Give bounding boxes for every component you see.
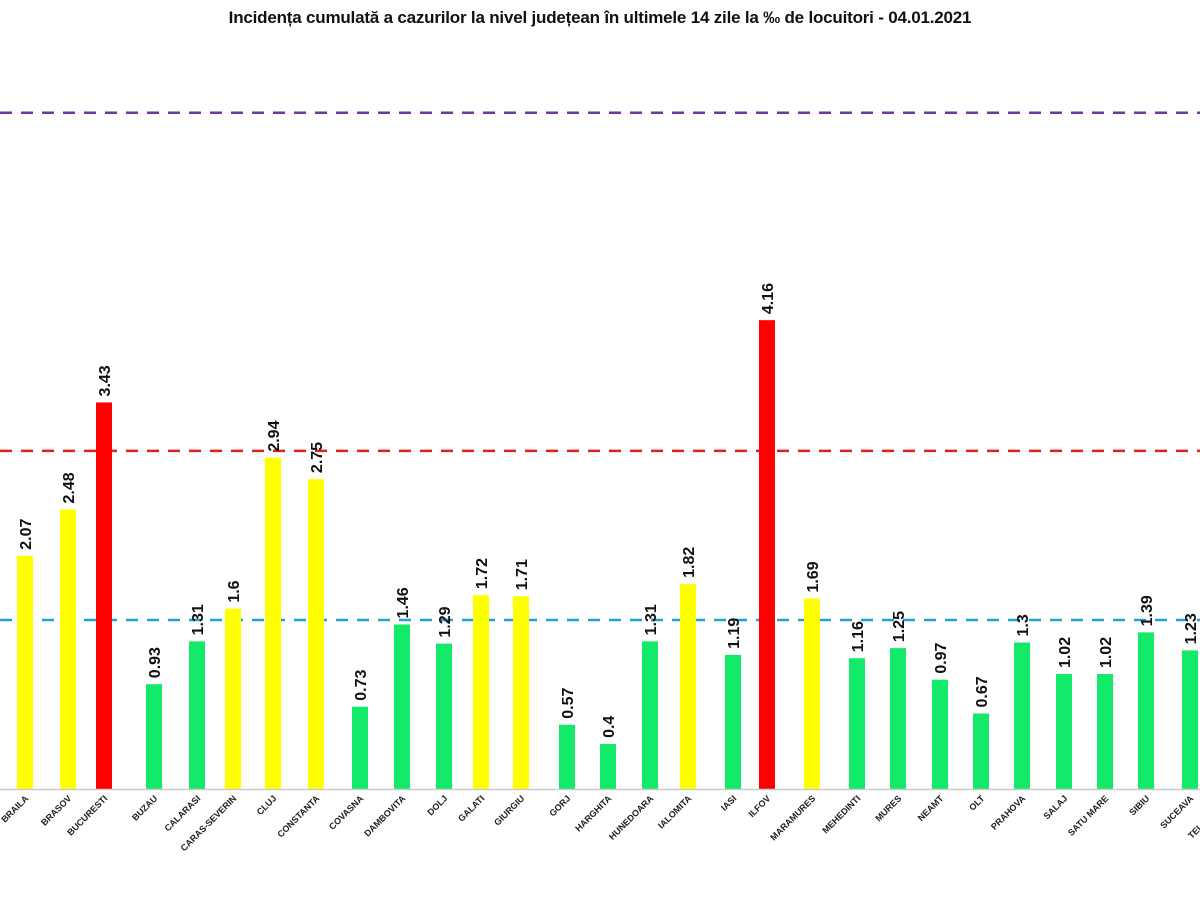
bar-harghita	[600, 743, 616, 789]
value-label-braila: 2.07	[18, 518, 35, 549]
value-label-gorj: 0.57	[560, 688, 577, 719]
value-labels: 2.07 2.48 3.43 0.93 1.31 1.6 2.94 2.75 0.73 1.46 1…	[18, 283, 1200, 738]
value-label-covasna: 0.73	[353, 669, 370, 700]
category-label-sibiu: SIBIU	[1127, 793, 1151, 817]
bar-galati	[473, 595, 489, 789]
category-label-hunedoara: HUNEDOARA	[607, 793, 656, 842]
bar-ialomita	[680, 583, 696, 789]
category-label-salaj: SALAJ	[1041, 793, 1069, 821]
category-label-cluj: CLUJ	[255, 793, 279, 817]
bar-braila	[17, 555, 33, 789]
bar-hunedoara	[642, 641, 658, 789]
category-label-giurgiu: GIURGIU	[492, 793, 526, 827]
value-label-iasi: 1.19	[726, 618, 743, 649]
category-label-ialomita: IALOMITA	[656, 793, 694, 831]
category-label-brasov: BRASOV	[39, 793, 73, 827]
value-label-sibiu: 1.39	[1139, 595, 1156, 626]
category-label-iasi: IASI	[719, 793, 738, 812]
bar-brasov	[60, 509, 76, 789]
bar-giurgiu	[513, 596, 529, 789]
value-label-constanta: 2.75	[309, 442, 326, 473]
category-label-covasna: COVASNA	[327, 793, 366, 832]
value-label-galati: 1.72	[474, 558, 491, 589]
bar-salaj	[1056, 674, 1072, 789]
value-label-suceava: 1.23	[1183, 613, 1200, 644]
bar-satu-mare	[1097, 674, 1113, 789]
bar-suceava	[1182, 650, 1198, 789]
value-label-giurgiu: 1.71	[514, 559, 531, 590]
category-label-prahova: PRAHOVA	[989, 793, 1028, 832]
value-label-harghita: 0.4	[601, 716, 618, 738]
value-label-olt: 0.67	[974, 676, 991, 707]
bar-iasi	[725, 654, 741, 789]
category-label-harghita: HARGHITA	[573, 793, 614, 834]
bar-mehedinti	[849, 658, 865, 789]
value-label-prahova: 1.3	[1015, 614, 1032, 636]
category-label-braila: BRAILA	[0, 793, 31, 824]
category-label-mehedinti: MEHEDINTI	[820, 793, 862, 835]
category-label-gorj: GORJ	[547, 793, 572, 818]
category-label-dambovita: DAMBOVITA	[362, 793, 407, 838]
bars-group	[17, 320, 1198, 789]
category-label-constanta: CONSTANTA	[275, 793, 321, 839]
category-label-neamt: NEAMT	[916, 793, 946, 823]
bar-ilfov	[759, 320, 775, 789]
value-label-maramures: 1.69	[805, 561, 822, 592]
bar-covasna	[352, 706, 368, 789]
category-label-suceava: SUCEAVA	[1158, 793, 1196, 831]
bar-bucuresti	[96, 402, 112, 789]
category-label-buzau: BUZAU	[130, 793, 159, 822]
bar-buzau	[146, 684, 162, 789]
value-label-neamt: 0.97	[933, 642, 950, 673]
value-label-salaj: 1.02	[1057, 637, 1074, 668]
chart-title: Incidența cumulată a cazurilor la nivel …	[228, 8, 972, 27]
threshold-lines	[0, 111, 1200, 622]
bar-neamt	[932, 679, 948, 789]
bar-dambovita	[394, 624, 410, 789]
bar-gorj	[559, 724, 575, 789]
value-label-caras-severin: 1.6	[226, 580, 243, 602]
value-label-calarasi: 1.31	[190, 604, 207, 635]
category-label-maramures: MARAMURES	[768, 793, 817, 842]
value-label-buzau: 0.93	[147, 647, 164, 678]
category-label-satu-mare: SATU MARE	[1066, 793, 1110, 837]
value-label-dolj: 1.29	[437, 606, 454, 637]
category-label-galati: GALATI	[456, 793, 486, 823]
value-label-ialomita: 1.82	[681, 547, 698, 578]
bar-mures	[890, 648, 906, 789]
value-label-mures: 1.25	[891, 611, 908, 642]
category-label-dolj: DOLJ	[425, 793, 449, 817]
value-label-bucuresti: 3.43	[97, 365, 114, 396]
category-label-olt: OLT	[967, 793, 987, 813]
bar-prahova	[1014, 642, 1030, 789]
bar-cluj	[265, 457, 281, 789]
value-label-hunedoara: 1.31	[643, 604, 660, 635]
bar-olt	[973, 713, 989, 789]
bar-maramures	[804, 598, 820, 789]
bar-constanta	[308, 479, 324, 789]
value-label-cluj: 2.94	[266, 420, 283, 451]
value-label-dambovita: 1.46	[395, 587, 412, 618]
value-label-ilfov: 4.16	[760, 283, 777, 314]
value-label-brasov: 2.48	[61, 472, 78, 503]
value-label-satu-mare: 1.02	[1098, 637, 1115, 668]
bar-sibiu	[1138, 632, 1154, 789]
bar-caras-severin	[225, 608, 241, 789]
value-label-mehedinti: 1.16	[850, 621, 867, 652]
bar-calarasi	[189, 641, 205, 789]
category-label-ilfov: ILFOV	[747, 793, 773, 819]
category-label-mures: MURES	[873, 793, 903, 823]
bar-dolj	[436, 643, 452, 789]
